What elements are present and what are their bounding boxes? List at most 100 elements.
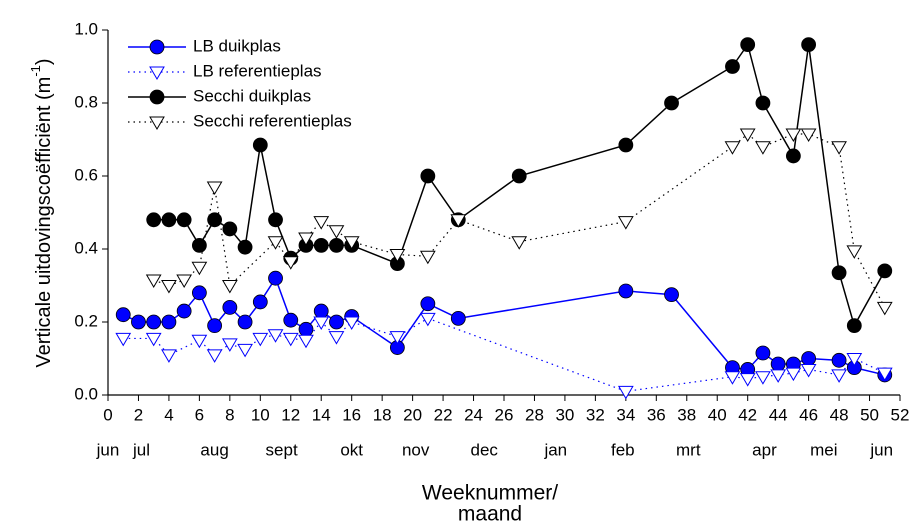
y-tick-label: 0.2	[74, 311, 98, 330]
data-point	[313, 237, 329, 253]
data-point	[739, 373, 756, 387]
data-point	[237, 239, 253, 255]
data-point	[313, 316, 330, 330]
x-tick-label: 24	[464, 405, 483, 424]
data-point	[831, 369, 847, 383]
data-point	[207, 212, 223, 228]
data-point	[176, 274, 193, 289]
y-tick-label: 0.8	[74, 92, 98, 111]
data-point	[420, 296, 436, 312]
data-point	[146, 212, 162, 228]
series-line	[153, 42, 886, 328]
data-point	[343, 316, 360, 330]
series-line	[123, 317, 886, 392]
y-tick-label: 0.6	[74, 165, 98, 184]
data-point	[343, 236, 360, 250]
data-point	[252, 332, 269, 347]
data-point	[131, 314, 146, 330]
data-point	[268, 212, 283, 228]
data-point	[511, 236, 528, 250]
x-tick-label: 50	[860, 405, 879, 424]
data-point	[146, 314, 162, 330]
data-point	[724, 371, 741, 385]
data-point	[389, 248, 406, 263]
data-point	[222, 221, 238, 237]
legend-marker	[149, 116, 165, 130]
x-tick-label: 26	[495, 405, 514, 424]
x-tick-label: 8	[225, 405, 234, 424]
y-tick-label: 0.0	[74, 384, 98, 403]
x-tick-label: 12	[281, 405, 300, 424]
data-point	[617, 216, 634, 230]
data-point	[268, 270, 283, 286]
x-axis-label: Weeknummer/	[422, 482, 558, 505]
y-tick-label: 0.4	[74, 238, 98, 257]
legend-label: LB duikplas	[193, 36, 281, 55]
data-point	[267, 236, 284, 250]
data-point	[420, 168, 436, 184]
y-tick-label: 1.0	[74, 19, 98, 38]
x-tick-label: 22	[434, 405, 453, 424]
data-point	[267, 329, 284, 343]
data-point	[298, 321, 314, 337]
data-point	[191, 285, 207, 301]
data-point	[252, 294, 268, 310]
data-point	[252, 137, 268, 153]
month-label: jun	[869, 440, 893, 459]
data-point	[313, 216, 330, 230]
legend-label: Secchi duikplas	[193, 86, 311, 105]
data-point	[176, 212, 192, 228]
data-point	[191, 237, 207, 253]
data-point	[191, 261, 208, 276]
data-point	[282, 332, 299, 347]
data-point	[801, 37, 817, 52]
data-point	[770, 369, 787, 383]
data-point	[831, 141, 847, 155]
data-point	[831, 352, 847, 368]
data-point	[329, 314, 344, 330]
data-point	[800, 128, 817, 143]
month-label: mrt	[676, 440, 701, 459]
legend-marker	[149, 89, 165, 105]
data-point	[115, 332, 132, 347]
y-label-sup: -1	[28, 65, 43, 77]
x-tick-label: 4	[164, 405, 173, 424]
month-label: dec	[470, 440, 498, 459]
x-tick-label: 28	[525, 405, 544, 424]
month-label: apr	[752, 440, 777, 459]
data-point	[298, 232, 314, 247]
data-point	[724, 141, 741, 155]
x-tick-label: 0	[103, 405, 112, 424]
data-point	[725, 59, 740, 74]
data-point	[831, 265, 847, 281]
data-point	[800, 363, 817, 378]
x-tick-label: 16	[342, 405, 361, 424]
x-tick-label: 42	[738, 405, 757, 424]
x-tick-label: 48	[830, 405, 849, 424]
legend-marker	[149, 39, 165, 55]
data-point	[283, 312, 299, 328]
month-label: okt	[340, 440, 363, 459]
data-point	[664, 95, 679, 111]
data-point	[161, 349, 177, 363]
month-label: jan	[543, 440, 567, 459]
data-point	[161, 280, 177, 294]
data-point	[206, 181, 223, 195]
month-label: mei	[810, 440, 837, 459]
data-point	[176, 303, 192, 319]
x-tick-label: 52	[891, 405, 910, 424]
x-tick-label: 6	[195, 405, 204, 424]
month-label: sept	[266, 440, 298, 459]
data-point	[191, 334, 208, 349]
data-point	[755, 345, 771, 361]
legend-label: LB referentieplas	[193, 61, 322, 80]
data-point	[664, 287, 679, 303]
data-point	[755, 141, 771, 155]
data-point	[618, 137, 634, 153]
x-tick-label: 10	[251, 405, 270, 424]
data-point	[298, 334, 314, 349]
y-label-end: )	[33, 58, 55, 65]
data-point	[313, 303, 329, 319]
data-point	[145, 332, 162, 347]
